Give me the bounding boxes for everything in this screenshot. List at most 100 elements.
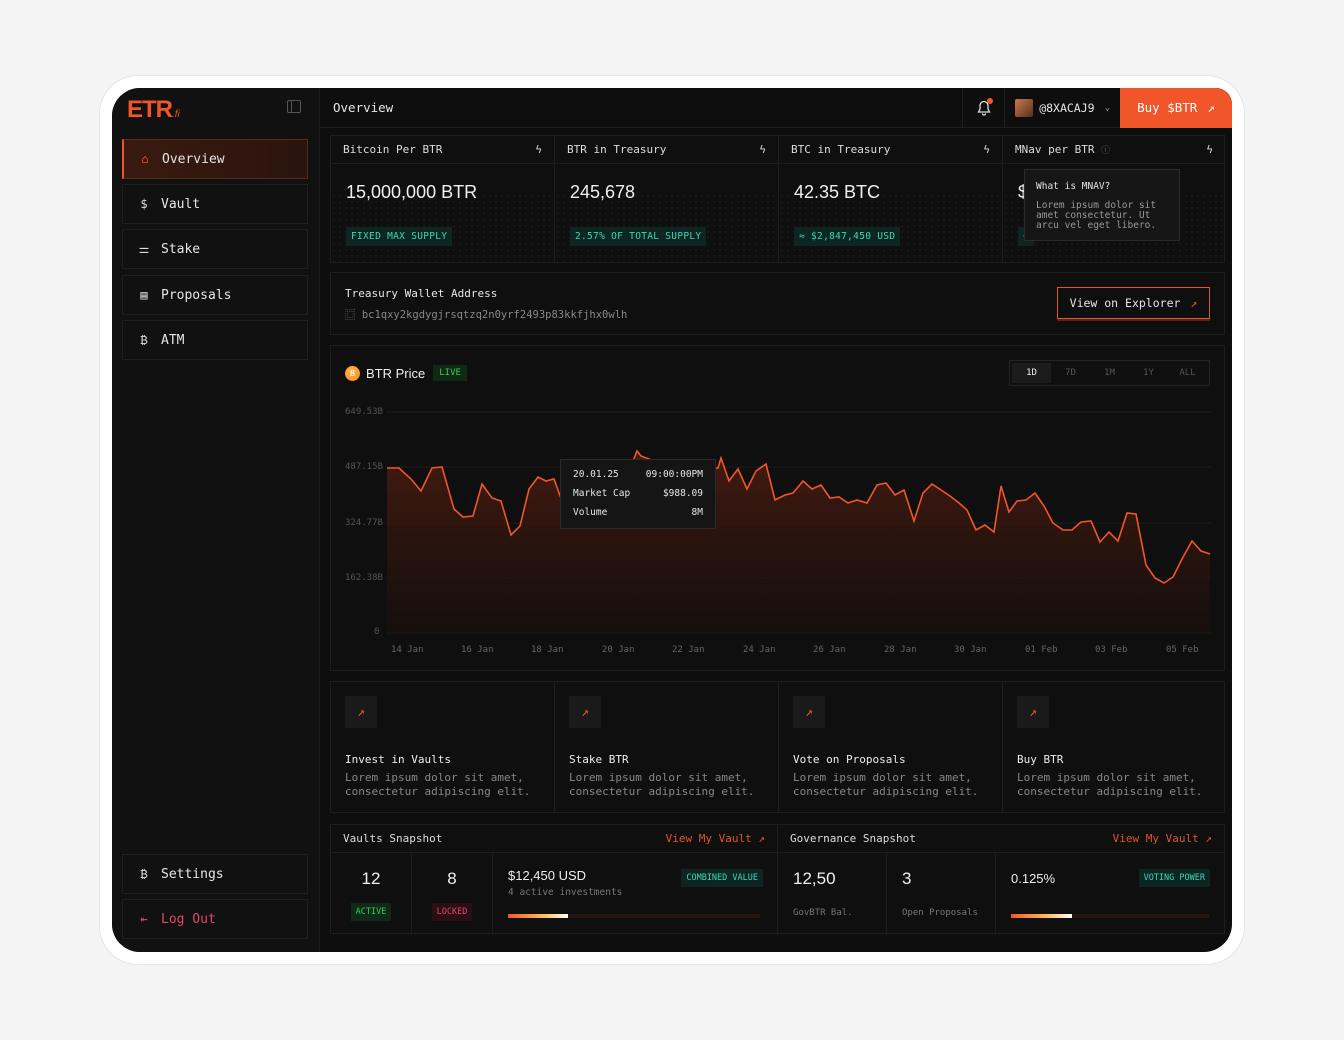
btr-coin-icon: B: [345, 365, 360, 381]
open-label: Open Proposals: [902, 908, 978, 918]
lightning-icon[interactable]: ϟ: [983, 143, 990, 156]
range-1d[interactable]: 1D: [1012, 363, 1051, 383]
arrow-up-right-icon: ↗: [569, 696, 601, 728]
active-badge: ACTIVE: [350, 903, 392, 921]
combined-value: $12,450 USD 4 active investments COMBINE…: [493, 853, 778, 933]
action-title: Vote on Proposals: [793, 753, 906, 766]
open-proposals: 3 Open Proposals: [887, 853, 996, 933]
stat-tag: 2.57% OF TOTAL SUPPLY: [570, 227, 707, 246]
chevron-down-icon: ⌄: [1104, 102, 1110, 113]
x-tick: 16 Jan: [461, 645, 494, 655]
live-badge: LIVE: [433, 365, 467, 381]
nav-label: Settings: [161, 866, 224, 882]
sidebar-item-overview[interactable]: ⌂ Overview: [122, 139, 308, 179]
active-count: 12 ACTIVE: [331, 853, 412, 933]
copy-icon[interactable]: ⿴: [345, 309, 356, 321]
stat-value: 42.35 BTC: [794, 182, 881, 202]
tooltip-title: What is MNAV?: [1036, 181, 1111, 192]
balance-value: 12,50: [793, 869, 836, 888]
action-stake-btr[interactable]: ↗ Stake BTR Lorem ipsum dolor sit amet, co…: [555, 682, 779, 812]
arrow-up-right-icon: ↗: [1205, 832, 1212, 845]
action-invest-in-vaults[interactable]: ↗ Invest in Vaults Lorem ipsum dolor sit a…: [331, 682, 555, 812]
avatar: [1015, 98, 1034, 117]
arrow-up-right-icon: ↗: [758, 832, 765, 845]
wallet-address[interactable]: ⿴ bc1qxy2kgdygjrsqtzq2n0yrf2493p83kkfjhx…: [345, 307, 627, 322]
dollar-icon: $: [140, 197, 148, 211]
lightning-icon[interactable]: ϟ: [1206, 143, 1213, 156]
snapshot-title: Vaults Snapshot: [343, 832, 443, 845]
buy-btr-button[interactable]: Buy $BTR ↗: [1120, 88, 1232, 128]
action-vote-on-proposals[interactable]: ↗ Vote on Proposals Lorem ipsum dolor sit …: [779, 682, 1003, 812]
sidebar-item-proposals[interactable]: ▤ Proposals: [122, 275, 308, 315]
logout-button[interactable]: ⇤ Log Out: [122, 899, 308, 939]
sidebar-item-vault[interactable]: $ Vault: [122, 184, 308, 224]
voting-power-value: 0.125%: [1011, 871, 1056, 886]
sidebar-item-stake[interactable]: ⚌ Stake: [122, 229, 308, 269]
time-range-selector: 1D 7D 1M 1Y ALL: [1009, 360, 1210, 386]
action-desc: Lorem ipsum dolor sit amet, consectetur …: [569, 771, 755, 798]
treasury-wallet-card: Treasury Wallet Address ⿴ bc1qxy2kgdygjr…: [330, 272, 1225, 335]
combined-value-amount: $12,450 USD: [508, 868, 587, 883]
tooltip-value: 8M: [691, 507, 703, 518]
username: @8XACAJ9: [1039, 100, 1095, 115]
nav-label: ATM: [161, 332, 185, 348]
price-area-chart[interactable]: [331, 346, 1226, 672]
x-tick: 01 Feb: [1025, 645, 1058, 655]
home-icon: ⌂: [141, 152, 149, 166]
range-7d[interactable]: 7D: [1065, 368, 1076, 378]
nav-label: Overview: [162, 151, 225, 167]
locked-badge: LOCKED: [431, 903, 473, 921]
stat-tag: ≈ $2,847,450 USD: [794, 227, 901, 246]
stat-title: MNav per BTR: [1015, 143, 1095, 156]
view-my-vault-link[interactable]: View My Vault ↗: [666, 832, 765, 845]
quick-actions: ↗ Invest in Vaults Lorem ipsum dolor sit a…: [330, 681, 1225, 813]
voting-power-tag: VOTING POWER: [1138, 869, 1210, 887]
lightning-icon[interactable]: ϟ: [535, 143, 542, 156]
view-on-explorer-button[interactable]: View on Explorer ↗: [1057, 287, 1210, 319]
notifications-button[interactable]: [962, 88, 1004, 128]
y-tick: 162.38B: [345, 573, 383, 583]
stat-title: BTC in Treasury: [791, 143, 891, 156]
user-menu[interactable]: @8XACAJ9 ⌄: [1004, 88, 1120, 128]
voting-power: 0.125% VOTING POWER: [996, 853, 1225, 933]
y-tick: 487.15B: [345, 462, 383, 472]
button-label: View on Explorer: [1069, 296, 1181, 310]
x-tick: 14 Jan: [391, 645, 424, 655]
range-1m[interactable]: 1M: [1104, 368, 1115, 378]
x-tick: 24 Jan: [743, 645, 776, 655]
stat-value: $: [1018, 182, 1029, 202]
btr-price-chart: B BTR Price LIVE 1D 7D 1M 1Y ALL 649.53B 4…: [330, 345, 1225, 671]
action-buy-btr[interactable]: ↗ Buy BTR Lorem ipsum dolor sit amet, cons…: [1003, 682, 1227, 812]
combined-value-tag: COMBINED VALUE: [681, 869, 763, 887]
mnav-tooltip: What is MNAV? Lorem ipsum dolor sit amet …: [1024, 169, 1180, 241]
stat-card: BTC in Treasury ϟ 42.35 BTC ≈ $2,847,450 …: [779, 136, 1003, 263]
sidebar-toggle-icon[interactable]: [287, 100, 301, 113]
info-icon[interactable]: ⓘ: [1101, 146, 1111, 156]
sidebar-item-settings[interactable]: ₿ Settings: [122, 854, 308, 894]
bitcoin-icon: ₿: [140, 866, 148, 881]
stat-value: 15,000,000 BTR: [346, 182, 478, 202]
locked-count: 8 LOCKED: [412, 853, 493, 933]
arrow-up-right-icon: ↗: [1207, 100, 1215, 115]
x-tick: 20 Jan: [602, 645, 635, 655]
tooltip-body: Lorem ipsum dolor sit amet consectetur. …: [1036, 200, 1157, 231]
view-my-vault-link[interactable]: View My Vault ↗: [1113, 832, 1212, 845]
sidebar-item-atm[interactable]: ₿ ATM: [122, 320, 308, 360]
bitcoin-icon: ₿: [140, 332, 148, 347]
x-tick: 22 Jan: [672, 645, 705, 655]
arrow-up-right-icon: ↗: [1017, 696, 1049, 728]
address-text: bc1qxy2kgdygjrsqtzq2n0yrf2493p83kkfjhx0w…: [361, 309, 628, 321]
range-all[interactable]: ALL: [1179, 368, 1196, 378]
buy-label: Buy $BTR: [1137, 100, 1198, 115]
action-title: Invest in Vaults: [345, 753, 451, 766]
logo[interactable]: ETR.fi: [127, 96, 180, 123]
lightning-icon[interactable]: ϟ: [759, 143, 766, 156]
action-desc: Lorem ipsum dolor sit amet, consectetur …: [1017, 771, 1203, 798]
range-1y[interactable]: 1Y: [1143, 368, 1154, 378]
stat-title: Bitcoin Per BTR: [343, 143, 443, 156]
stat-card: Bitcoin Per BTR ϟ 15,000,000 BTR FIXED MA…: [331, 136, 555, 263]
governance-snapshot: Governance Snapshot View My Vault ↗ 12,50…: [777, 824, 1225, 934]
x-tick: 28 Jan: [884, 645, 917, 655]
link-label: View My Vault: [1112, 832, 1199, 845]
stake-icon: ⚌: [138, 242, 150, 256]
